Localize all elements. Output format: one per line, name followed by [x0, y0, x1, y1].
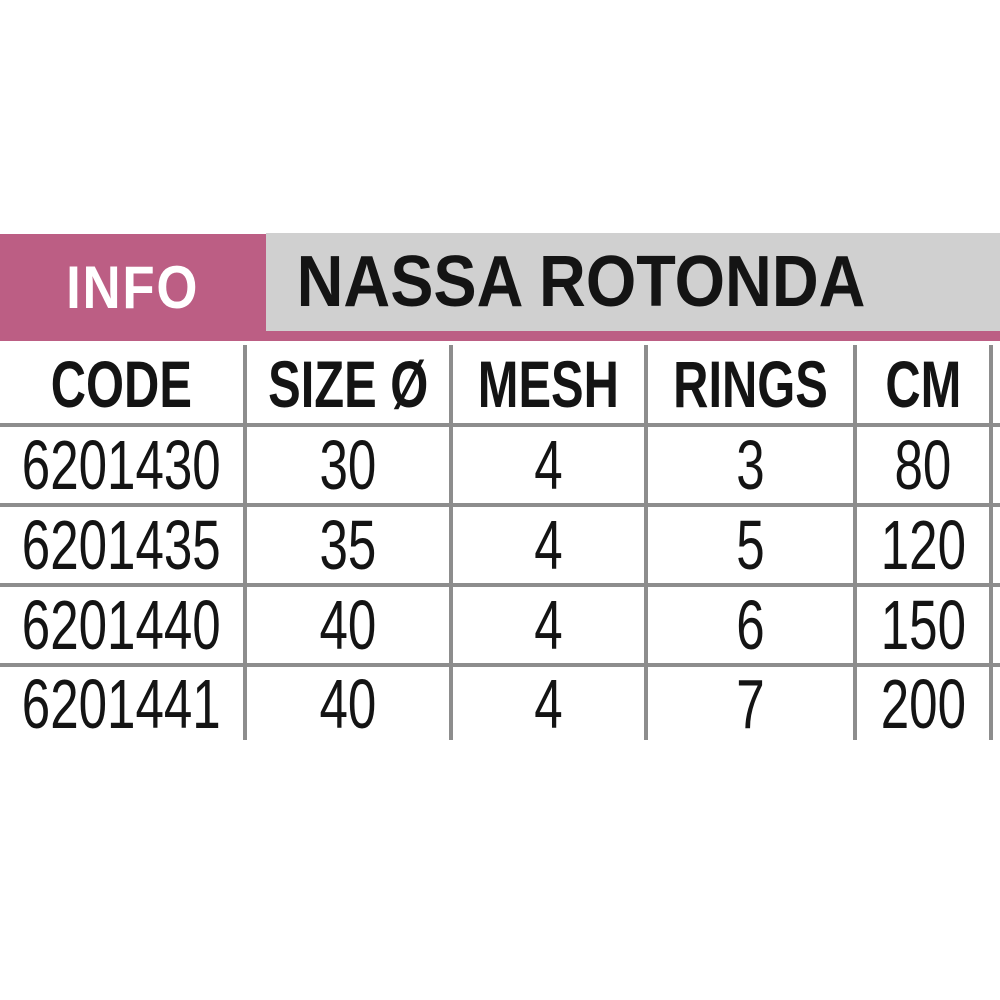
table-cell-size: 40 — [247, 583, 453, 663]
column-header-size: SIZE Ø — [247, 345, 453, 423]
table-cell-mesh: 4 — [453, 663, 648, 740]
table-cell-code: 6201441 — [0, 663, 247, 740]
column-header-code: CODE — [0, 345, 247, 423]
table-cell-rings: 5 — [648, 503, 857, 583]
row-filler-cell — [993, 423, 1000, 503]
row-filler-cell — [993, 503, 1000, 583]
table-cell-size: 30 — [247, 423, 453, 503]
table-cell-mesh: 4 — [453, 423, 648, 503]
info-label: INFO — [0, 234, 266, 341]
row-filler-cell — [993, 583, 1000, 663]
table-cell-code: 6201430 — [0, 423, 247, 503]
row-filler-cell — [993, 663, 1000, 740]
table-cell-cm: 150 — [857, 583, 993, 663]
table-cell-code: 6201440 — [0, 583, 247, 663]
info-label-text: INFO — [66, 254, 200, 321]
column-header-cm: CM — [857, 345, 993, 423]
header-filler-cell — [993, 345, 1000, 423]
column-header-mesh: MESH — [453, 345, 648, 423]
column-header-rings: RINGS — [648, 345, 857, 423]
spec-table: CODE SIZE Ø MESH RINGS CM 6201430 30 4 3… — [0, 345, 1000, 740]
table-cell-rings: 3 — [648, 423, 857, 503]
table-cell-cm: 80 — [857, 423, 993, 503]
table-cell-mesh: 4 — [453, 503, 648, 583]
product-title: NASSA ROTONDA — [266, 233, 896, 331]
table-cell-rings: 7 — [648, 663, 857, 740]
product-title-text: NASSA ROTONDA — [296, 242, 866, 322]
table-cell-code: 6201435 — [0, 503, 247, 583]
title-band — [266, 233, 1000, 331]
table-cell-size: 40 — [247, 663, 453, 740]
table-cell-size: 35 — [247, 503, 453, 583]
table-cell-cm: 120 — [857, 503, 993, 583]
table-cell-rings: 6 — [648, 583, 857, 663]
table-cell-mesh: 4 — [453, 583, 648, 663]
table-cell-cm: 200 — [857, 663, 993, 740]
